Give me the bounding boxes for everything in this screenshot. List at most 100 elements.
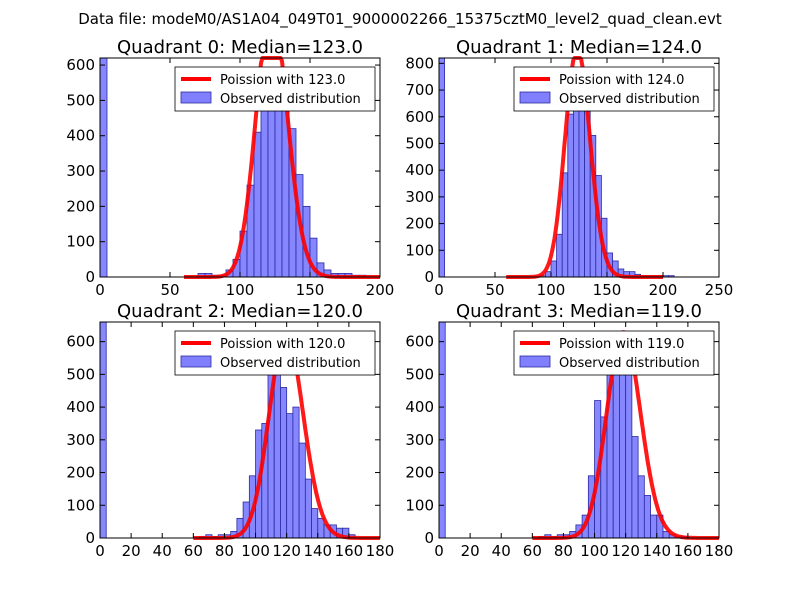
legend-box: [513, 330, 715, 376]
y-tick-label: 400: [405, 161, 434, 179]
legend-bar-swatch: [180, 355, 212, 368]
x-tick-label: 50: [160, 281, 179, 299]
y-tick-label: 100: [66, 233, 95, 251]
histogram-bar: [253, 131, 262, 278]
x-axis: 0 50 100 150 200: [95, 58, 394, 299]
y-axis: 0 100 200 300 400 500 600: [66, 333, 380, 547]
x-tick-label: 160: [335, 542, 364, 560]
y-tick-label: 400: [66, 398, 95, 416]
y-tick-label: 300: [66, 162, 95, 180]
x-axis: 0 20 40 60 80 100 120 140 160 180: [434, 322, 733, 560]
histogram-bar: [650, 514, 658, 539]
y-tick-label: 100: [405, 496, 434, 514]
y-tick-label: 100: [405, 241, 434, 259]
y-tick-label: 300: [405, 188, 434, 206]
histogram-bar: [99, 57, 108, 278]
y-tick-label: 0: [424, 529, 434, 547]
x-tick-label: 160: [674, 542, 703, 560]
histogram-bar: [438, 57, 445, 278]
chart-quadrant-3: Quadrant 3: Median=119.00 20 40 60 80 100 120 1…: [405, 301, 733, 560]
x-axis: 0 20 40 60 80 100 120 140 160 180: [95, 322, 394, 560]
x-tick-label: 180: [705, 542, 734, 560]
histogram-bar: [637, 475, 645, 539]
x-tick-label: 0: [95, 542, 105, 560]
x-tick-label: 120: [611, 542, 640, 560]
histogram-bar: [550, 260, 557, 278]
x-tick-label: 140: [642, 542, 671, 560]
y-tick-label: 400: [66, 127, 95, 145]
histogram-bar: [556, 233, 563, 278]
y-tick-label: 600: [405, 333, 434, 351]
legend-label-observed: Observed distribution: [559, 356, 700, 371]
y-tick-label: 700: [405, 81, 434, 99]
y-tick-label: 600: [66, 333, 95, 351]
x-tick-label: 140: [303, 542, 332, 560]
x-tick-label: 0: [434, 542, 444, 560]
legend-label-observed: Observed distribution: [220, 356, 361, 371]
histogram-bar: [567, 113, 574, 278]
legend-bar-swatch: [519, 91, 551, 104]
legend: Poission with 123.0 Observed distribution: [174, 66, 376, 112]
y-tick-label: 500: [405, 365, 434, 383]
chart-title: Quadrant 3: Median=119.0: [456, 301, 702, 322]
x-tick-label: 40: [153, 542, 172, 560]
x-tick-label: 20: [461, 542, 480, 560]
x-tick-label: 120: [272, 542, 301, 560]
y-tick-label: 300: [66, 431, 95, 449]
x-tick-label: 250: [705, 281, 734, 299]
legend: Poission with 124.0 Observed distribution: [513, 66, 715, 112]
x-tick-label: 60: [523, 542, 542, 560]
x-tick-label: 150: [593, 281, 622, 299]
legend: Poission with 120.0 Observed distribution: [174, 330, 376, 376]
chart-title: Quadrant 0: Median=123.0: [117, 37, 363, 58]
histogram-bar: [298, 442, 306, 539]
histogram-bar: [561, 172, 569, 278]
y-tick-label: 0: [85, 529, 95, 547]
legend-box: [174, 330, 376, 376]
figure-suptitle: Data file: modeM0/AS1A04_049T01_90000022…: [78, 10, 722, 29]
x-axis: 0 50 100 150 200 250: [434, 58, 733, 299]
x-tick-label: 100: [226, 281, 255, 299]
y-tick-label: 600: [66, 56, 95, 74]
y-tick-label: 200: [66, 464, 95, 482]
y-tick-label: 0: [85, 268, 95, 286]
legend-label-observed: Observed distribution: [220, 92, 361, 107]
legend-label-poisson: Poission with 119.0: [559, 337, 684, 352]
x-tick-label: 0: [434, 281, 444, 299]
histogram-bar: [625, 354, 633, 539]
y-tick-label: 0: [424, 268, 434, 286]
x-tick-label: 0: [95, 281, 105, 299]
histogram-bar: [311, 508, 319, 539]
histogram-bar: [619, 351, 627, 539]
histogram-bar: [292, 406, 300, 539]
x-tick-label: 100: [241, 542, 270, 560]
chart-quadrant-0: Quadrant 0: Median=123.0 0 50 100 150 200 0 100…: [66, 37, 394, 299]
y-tick-label: 600: [405, 108, 434, 126]
x-tick-label: 200: [366, 281, 395, 299]
y-tick-label: 300: [405, 431, 434, 449]
y-tick-label: 500: [405, 134, 434, 152]
x-tick-label: 40: [492, 542, 511, 560]
x-tick-label: 100: [580, 542, 609, 560]
legend-bar-swatch: [519, 355, 551, 368]
x-tick-label: 150: [296, 281, 325, 299]
y-tick-label: 500: [66, 365, 95, 383]
x-tick-label: 80: [554, 542, 573, 560]
x-tick-label: 50: [485, 281, 504, 299]
y-tick-label: 800: [405, 54, 434, 72]
histogram-bar: [631, 436, 639, 539]
x-tick-label: 20: [122, 542, 141, 560]
x-tick-label: 100: [537, 281, 566, 299]
legend-label-poisson: Poission with 123.0: [220, 73, 345, 88]
axes-frame: [99, 321, 381, 539]
histogram-bar: [286, 413, 294, 539]
axes-frame: [438, 321, 720, 539]
legend: Poission with 119.0 Observed distribution: [513, 330, 715, 376]
y-tick-label: 500: [66, 91, 95, 109]
chart-quadrant-2: Quadrant 2: Median=120.00 20 40 60 80 100 120 1…: [66, 301, 394, 560]
y-axis: 0 100 200 300 400 500 600: [66, 56, 380, 286]
chart-title: Quadrant 1: Median=124.0: [456, 37, 702, 58]
histogram-bar: [280, 387, 288, 539]
x-tick-label: 80: [215, 542, 234, 560]
